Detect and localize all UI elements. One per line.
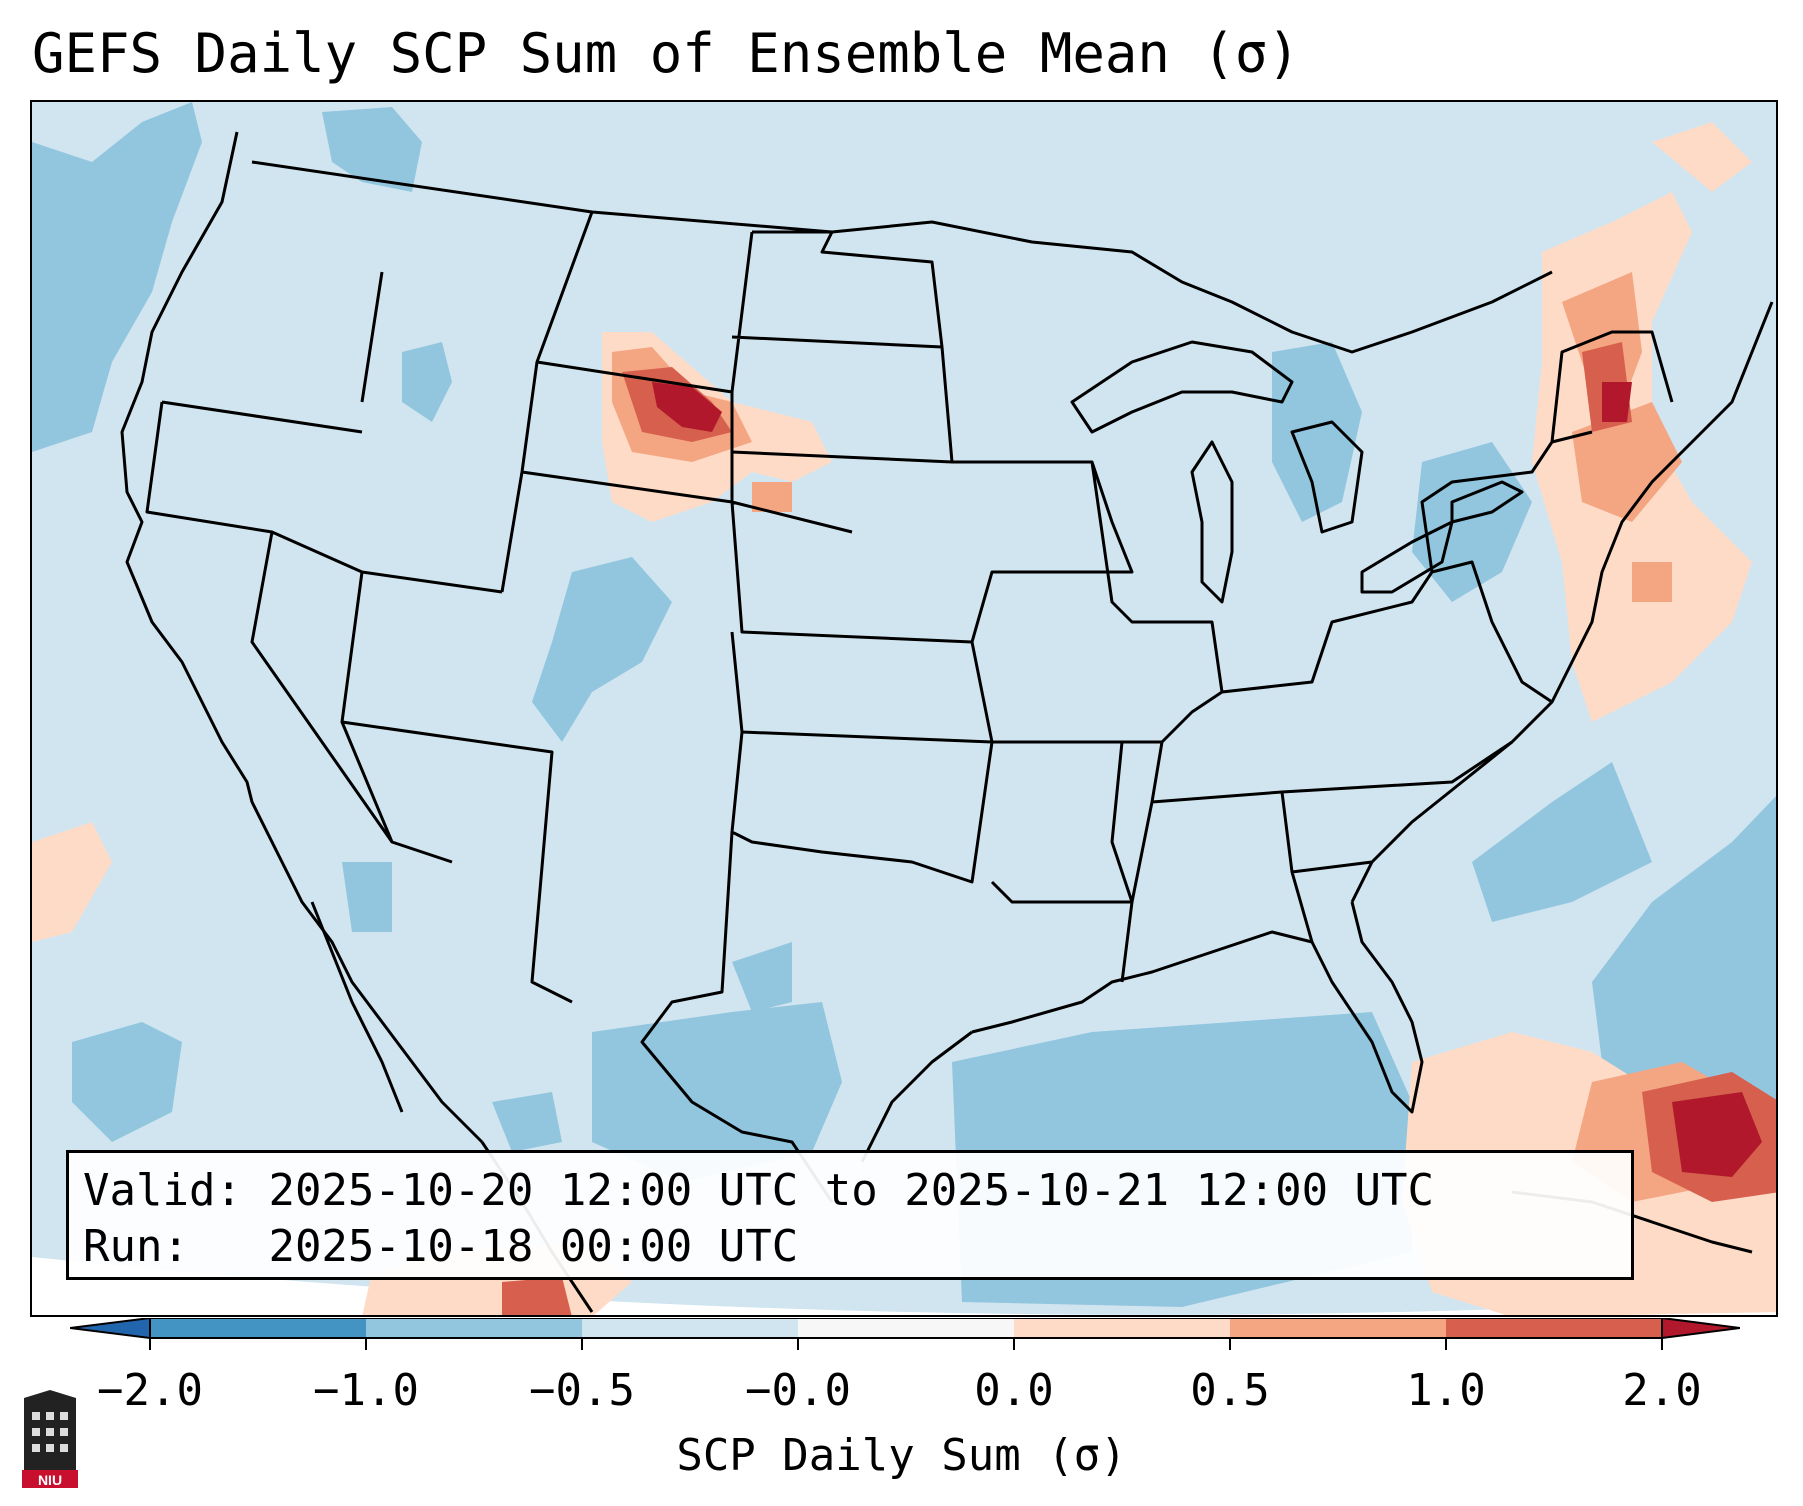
colorbar-tick-label: 0.5 — [1190, 1365, 1270, 1416]
colorbar-segment-5 — [1014, 1318, 1230, 1338]
colorbar-tick-label: −1.0 — [313, 1365, 419, 1416]
colorbar-label: SCP Daily Sum (σ) — [676, 1430, 1127, 1481]
valid-run-infobox: Valid: 2025-10-20 12:00 UTC to 2025-10-2… — [66, 1150, 1634, 1280]
run-value: 2025-10-18 00:00 UTC — [268, 1221, 799, 1272]
colorbar-tick-label: −0.5 — [529, 1365, 635, 1416]
colorbar-tick-label: −2.0 — [97, 1365, 203, 1416]
baja — [310, 901, 404, 1113]
colorbar-ticks — [149, 1338, 1663, 1350]
colorbar-segment-7 — [1446, 1318, 1662, 1338]
east-coast — [1350, 301, 1774, 903]
colorbar-outline — [149, 1318, 1663, 1339]
gulf-coast — [971, 901, 1424, 1114]
colorbar-tick-label: −0.0 — [745, 1365, 851, 1416]
boundaries — [120, 131, 1774, 1313]
valid-value: 2025-10-20 12:00 UTC to 2025-10-21 12:00… — [268, 1165, 1435, 1216]
colorbar-segment-1 — [150, 1318, 366, 1338]
colorbar-extend-low — [70, 1318, 151, 1340]
colorbar-segment-4 — [798, 1318, 1014, 1338]
colorbar-tick-label: 0.0 — [974, 1365, 1054, 1416]
colorbar-tick-label: 1.0 — [1406, 1365, 1486, 1416]
great-lakes — [1070, 340, 1524, 604]
colorbar-extend-high — [1661, 1318, 1740, 1340]
colorbar-segment-3 — [582, 1318, 798, 1338]
map-panel[interactable] — [30, 100, 1778, 1317]
map-title: GEFS Daily SCP Sum of Ensemble Mean (σ) — [32, 22, 1300, 85]
logo-text: NIU — [38, 1472, 62, 1488]
map-canvas — [32, 102, 1776, 1315]
colorbar-segment-6 — [1230, 1318, 1446, 1338]
state-lines — [145, 211, 1674, 1203]
colorbar-tick-label: 2.0 — [1622, 1365, 1702, 1416]
niu-logo: NIU — [22, 1390, 78, 1488]
west-coastline — [120, 131, 484, 1144]
texas-coast — [860, 1030, 973, 1163]
colorbar — [70, 1318, 1740, 1350]
colorbar-segment-2 — [366, 1318, 582, 1338]
run-label: Run: — [83, 1221, 189, 1272]
valid-label: Valid: — [83, 1165, 242, 1216]
peak-anomaly-fields — [652, 382, 1762, 1177]
